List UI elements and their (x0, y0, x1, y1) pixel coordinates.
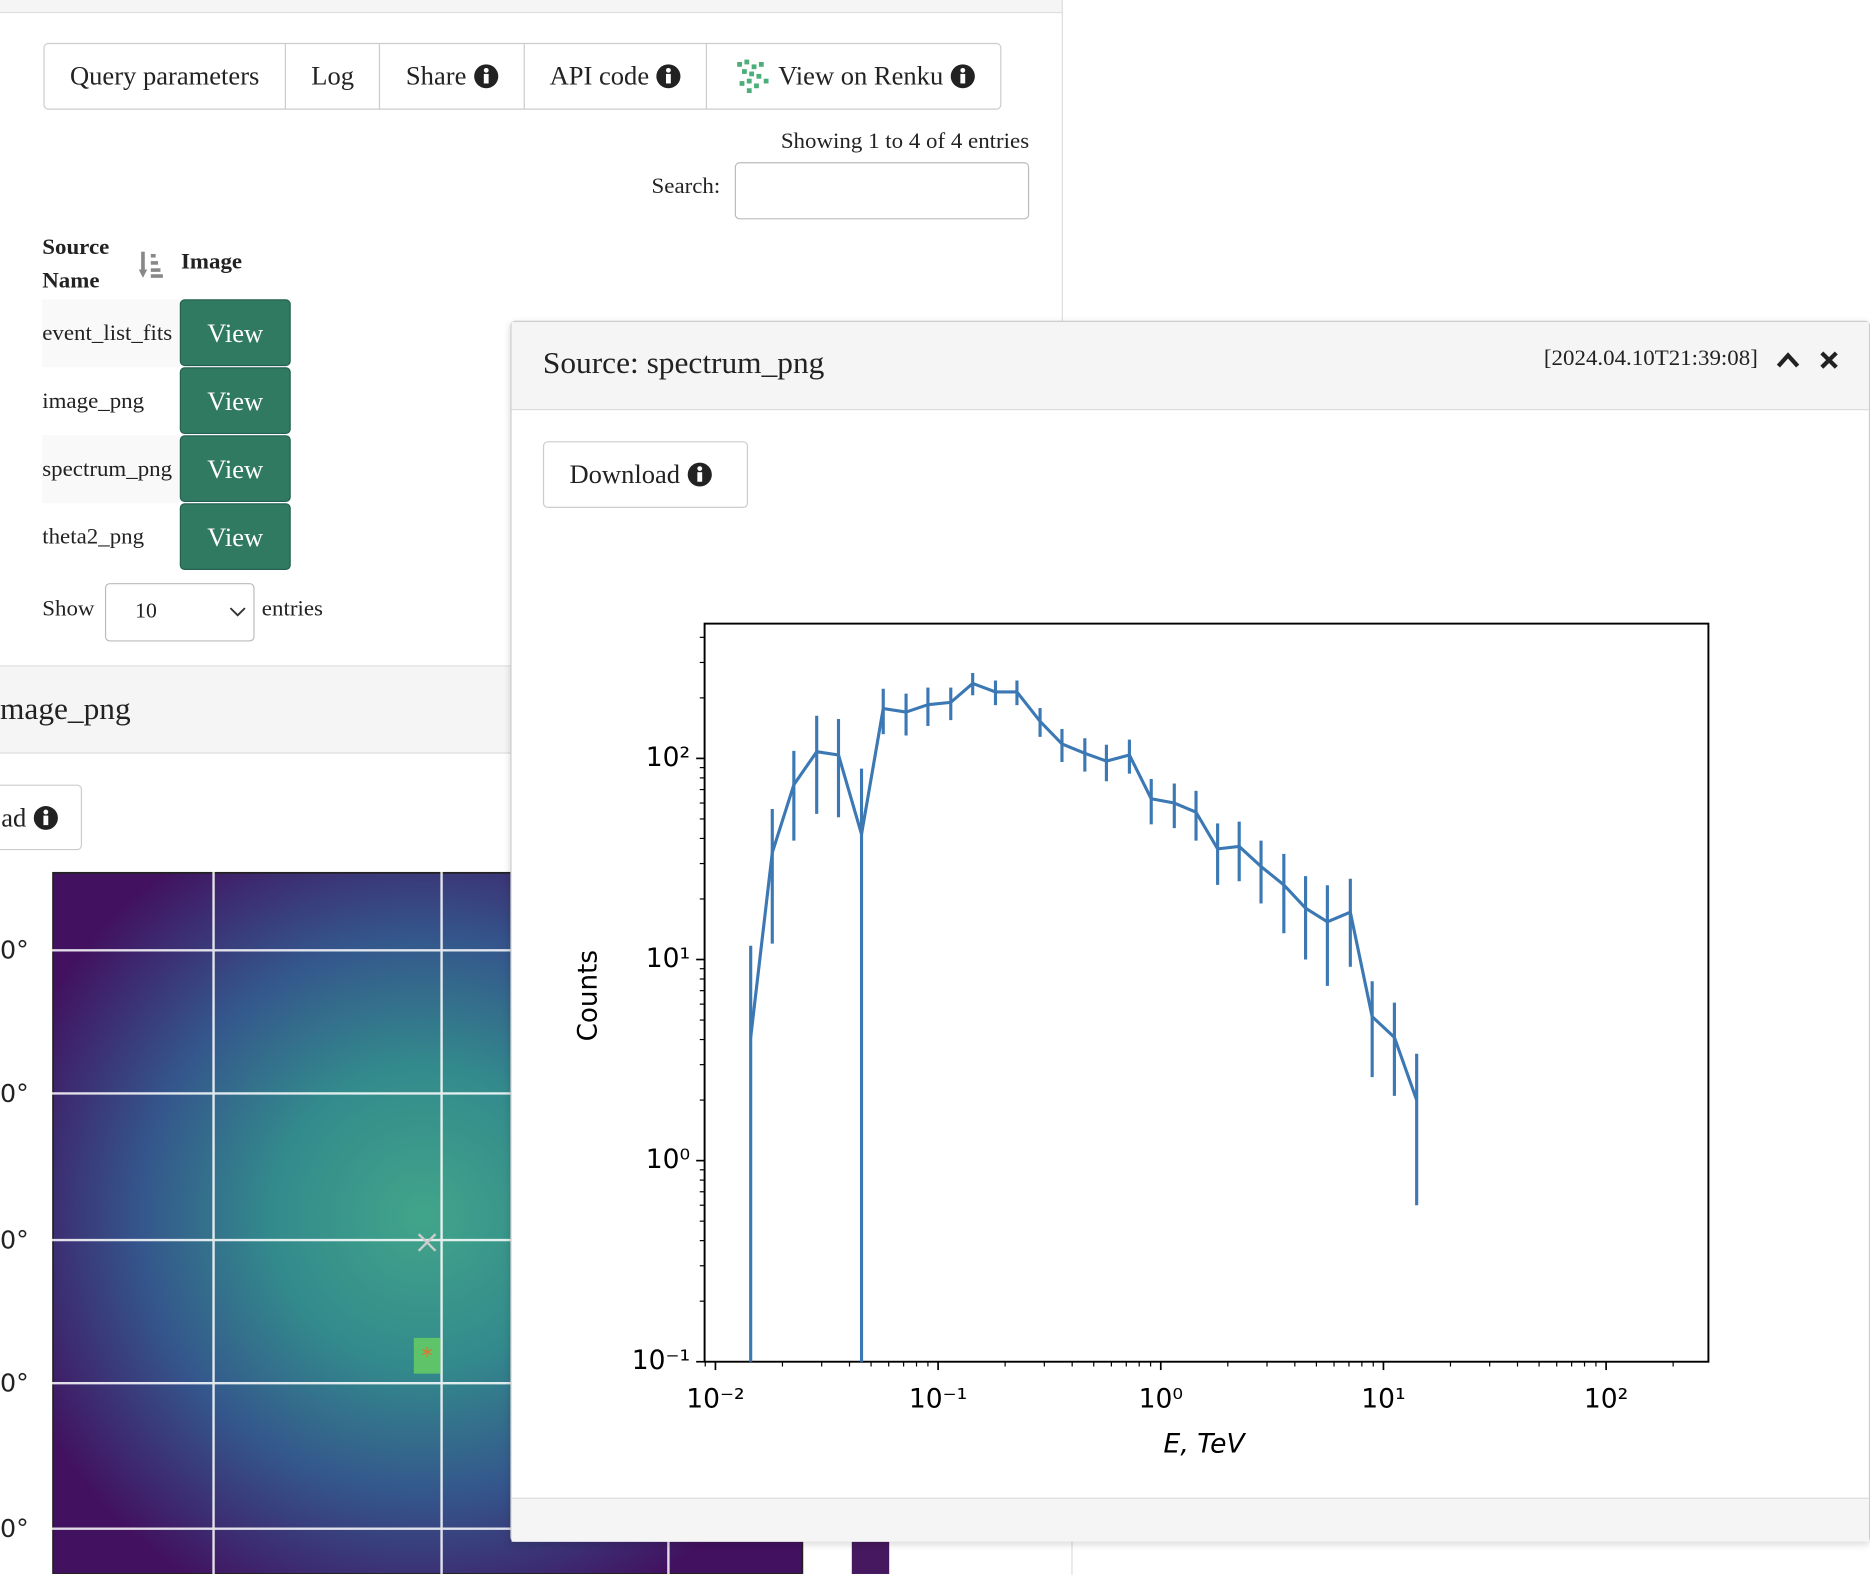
cell: theta2_png (42, 503, 180, 572)
x-axis-label: E, TeV (1164, 1430, 1247, 1460)
length-label: Show (42, 596, 95, 622)
x-tick-label: 10¹ (1361, 1384, 1405, 1414)
view-button[interactable]: View (179, 367, 291, 435)
source-dialog: Source: spectrum_png [2024.04.10T21:39:0… (510, 320, 1870, 1542)
info-icon (950, 64, 975, 89)
lat-label: 0° (0, 936, 29, 965)
info-icon (33, 805, 58, 830)
plot-frame (703, 622, 1710, 1363)
info-icon (687, 462, 712, 487)
renku-icon (737, 59, 769, 94)
search-input[interactable] (734, 162, 1030, 220)
info-icon (656, 64, 681, 89)
tab[interactable]: Log (286, 44, 381, 109)
tabs: Query parameters Log Share API code View… (43, 42, 1002, 110)
y-axis-label: Counts (573, 950, 603, 1042)
collapse-button[interactable] (1776, 348, 1800, 372)
x-tick-label: 10⁻¹ (909, 1384, 967, 1414)
length-select[interactable]: 10 (104, 583, 255, 642)
download-button[interactable]: Download (542, 441, 749, 508)
close-button[interactable] (1818, 349, 1840, 370)
x-tick-label: 10⁰ (1139, 1384, 1183, 1414)
select-value: 10 (135, 598, 157, 623)
dialog-footer (511, 1497, 1869, 1542)
column-header[interactable]: Source Name (42, 234, 110, 294)
length-label: entries (261, 596, 323, 622)
info-text: Showing 1 to 4 of 4 entries (780, 128, 1030, 154)
view-button[interactable]: View (179, 503, 291, 570)
x-tick-label: 10⁻² (686, 1384, 744, 1414)
button-label: Download (569, 459, 681, 489)
cell: image_png (42, 367, 180, 436)
tab[interactable]: Query parameters (45, 44, 286, 109)
svg-text:*: * (422, 1344, 433, 1369)
info-icon (473, 64, 498, 89)
tab[interactable]: View on Renku (707, 44, 1000, 108)
image-panel-title: mage_png (0, 691, 131, 727)
button-label: ad (1, 801, 27, 832)
y-tick-label: 10⁰ (646, 1145, 690, 1175)
y-tick-label: 10¹ (646, 944, 690, 974)
cell: event_list_fits (42, 299, 180, 368)
timestamp: [2024.04.10T21:39:08] (1543, 345, 1758, 371)
dialog-title: Source: spectrum_png (542, 345, 825, 381)
y-tick-label: 10⁻¹ (632, 1346, 690, 1376)
view-button[interactable]: View (179, 435, 291, 503)
tab-label: API code (549, 60, 650, 91)
lat-label: 0° (0, 1079, 29, 1108)
x-tick-label: 10² (1584, 1384, 1628, 1414)
column-header[interactable]: Image (180, 249, 243, 275)
lat-label: 0° (0, 1225, 29, 1255)
tab-label: Share (405, 60, 467, 91)
lat-label: 0° (0, 1368, 29, 1398)
panel-top (0, 0, 1063, 12)
sort-icon (138, 251, 163, 278)
y-tick-label: 10² (646, 743, 690, 773)
download-button[interactable]: ad (0, 784, 83, 851)
search-label: Search: (651, 174, 721, 200)
view-button[interactable]: View (179, 299, 291, 367)
tab[interactable]: API code (524, 44, 708, 109)
chevron (229, 607, 246, 617)
tab-label: View on Renku (778, 60, 944, 91)
cell: spectrum_png (42, 435, 180, 504)
tab[interactable]: Share (381, 44, 525, 109)
dialog-header (511, 321, 1869, 411)
lat-label: 0° (0, 1514, 29, 1543)
